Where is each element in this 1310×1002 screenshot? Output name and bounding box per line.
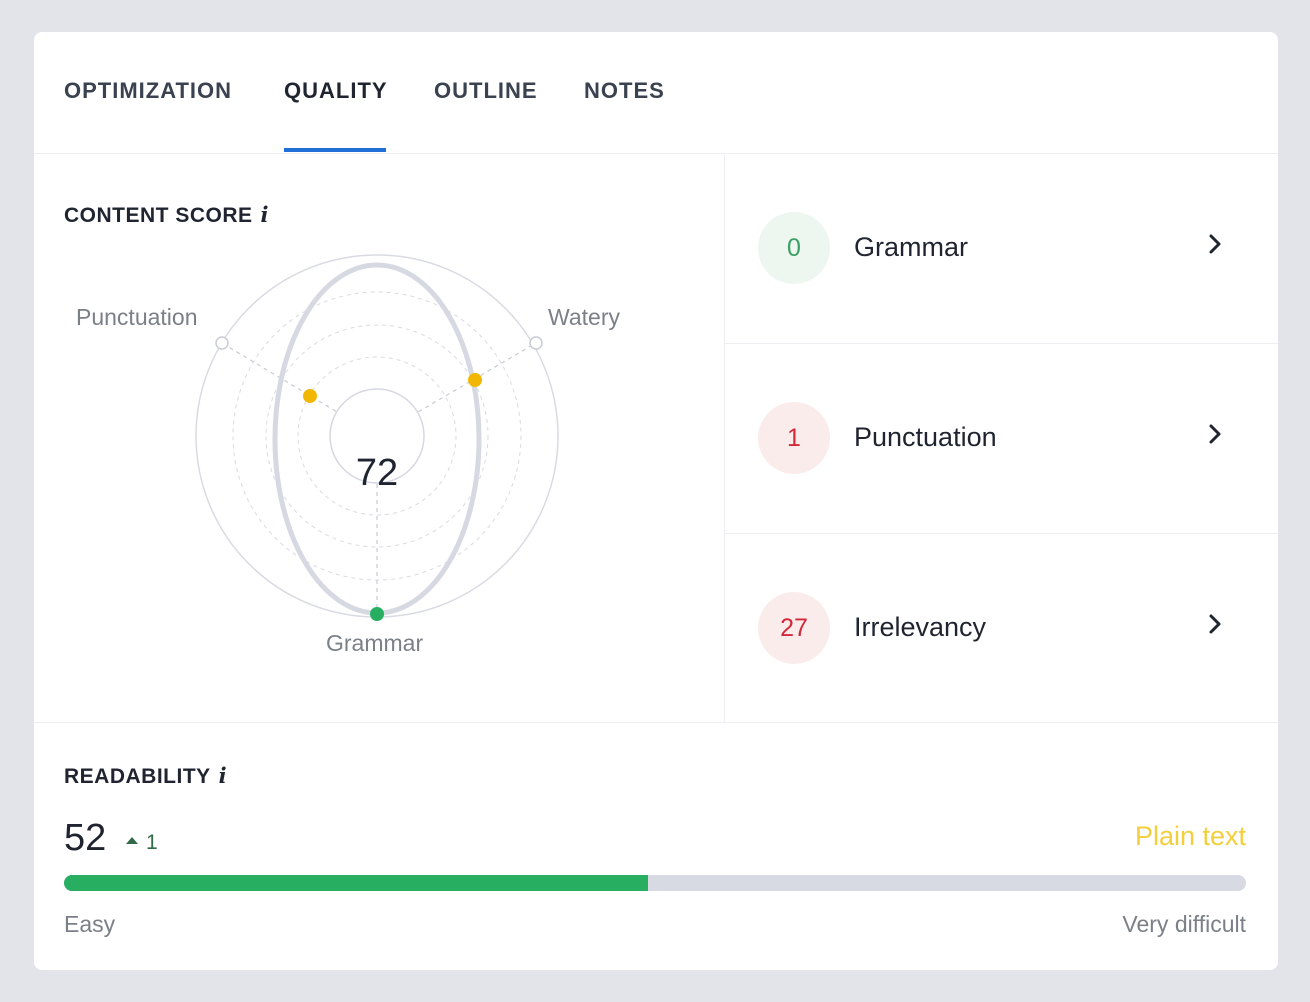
readability-level: Plain text: [1134, 821, 1246, 851]
issue-label: Grammar: [854, 232, 968, 262]
readability-title: READABILITY i: [64, 763, 227, 789]
punctuation-axis-end: [215, 336, 229, 350]
radar-axis-punctuation: [221, 342, 378, 437]
issues-list: 0 Grammar 1 Punctuation 27 Irrelevancy: [725, 154, 1278, 722]
quality-card: OPTIMIZATION QUALITY OUTLINE NOTES CONTE…: [34, 32, 1278, 970]
radar-label-grammar: Grammar: [326, 630, 424, 656]
readability-progress-track: [64, 875, 1246, 891]
issue-count-badge: 1: [758, 402, 830, 474]
readability-min-label: Easy: [64, 911, 116, 937]
issue-count-badge: 0: [758, 212, 830, 284]
chevron-right-icon: [1209, 614, 1221, 634]
radar-label-punctuation: Punctuation: [76, 304, 198, 330]
issue-label: Irrelevancy: [854, 612, 987, 642]
issue-count-badge: 27: [758, 592, 830, 664]
issue-row-punctuation[interactable]: 1 Punctuation: [725, 344, 1278, 534]
radar-label-watery: Watery: [548, 304, 620, 330]
tab-outline[interactable]: OUTLINE: [434, 78, 538, 103]
punctuation-point: [303, 389, 317, 403]
radar-axis-watery: [376, 342, 537, 437]
arrow-up-icon: [126, 836, 138, 844]
readability-progress-fill: [64, 875, 648, 891]
issue-row-irrelevancy[interactable]: 27 Irrelevancy: [725, 534, 1278, 723]
content-score-title: CONTENT SCORE i: [64, 202, 269, 228]
info-icon[interactable]: i: [260, 202, 269, 227]
readability-delta-value: 1: [146, 831, 158, 854]
readability-title-text: READABILITY: [64, 765, 211, 788]
radar-ring: [297, 356, 457, 516]
active-tab-indicator: [284, 148, 386, 152]
grammar-point: [370, 607, 384, 621]
score-center-circle: [329, 388, 425, 484]
content-score-value: 72: [355, 452, 399, 494]
tab-optimization[interactable]: OPTIMIZATION: [64, 78, 233, 103]
readability-delta: 1: [126, 831, 158, 855]
content-score-radar: [195, 254, 559, 621]
tab-quality[interactable]: QUALITY: [284, 78, 388, 103]
issue-row-grammar[interactable]: 0 Grammar: [725, 154, 1278, 344]
tab-notes[interactable]: NOTES: [584, 78, 665, 103]
chevron-right-icon: [1209, 424, 1221, 444]
readability-section: READABILITY i 52 1 Plain text Easy Very d…: [34, 722, 1278, 970]
issue-label: Punctuation: [854, 422, 997, 452]
tab-bar: OPTIMIZATION QUALITY OUTLINE NOTES: [34, 32, 1278, 154]
chevron-right-icon: [1209, 234, 1221, 254]
content-score-panel: CONTENT SCORE i 72 Punctuation Watery Gra…: [34, 154, 725, 722]
readability-max-label: Very difficult: [1122, 911, 1246, 937]
radar-ring: [265, 324, 489, 548]
readability-score: 52: [64, 817, 107, 859]
content-score-title-text: CONTENT SCORE: [64, 204, 253, 227]
watery-point: [468, 373, 482, 387]
watery-axis-end: [529, 336, 543, 350]
info-icon[interactable]: i: [218, 763, 228, 788]
